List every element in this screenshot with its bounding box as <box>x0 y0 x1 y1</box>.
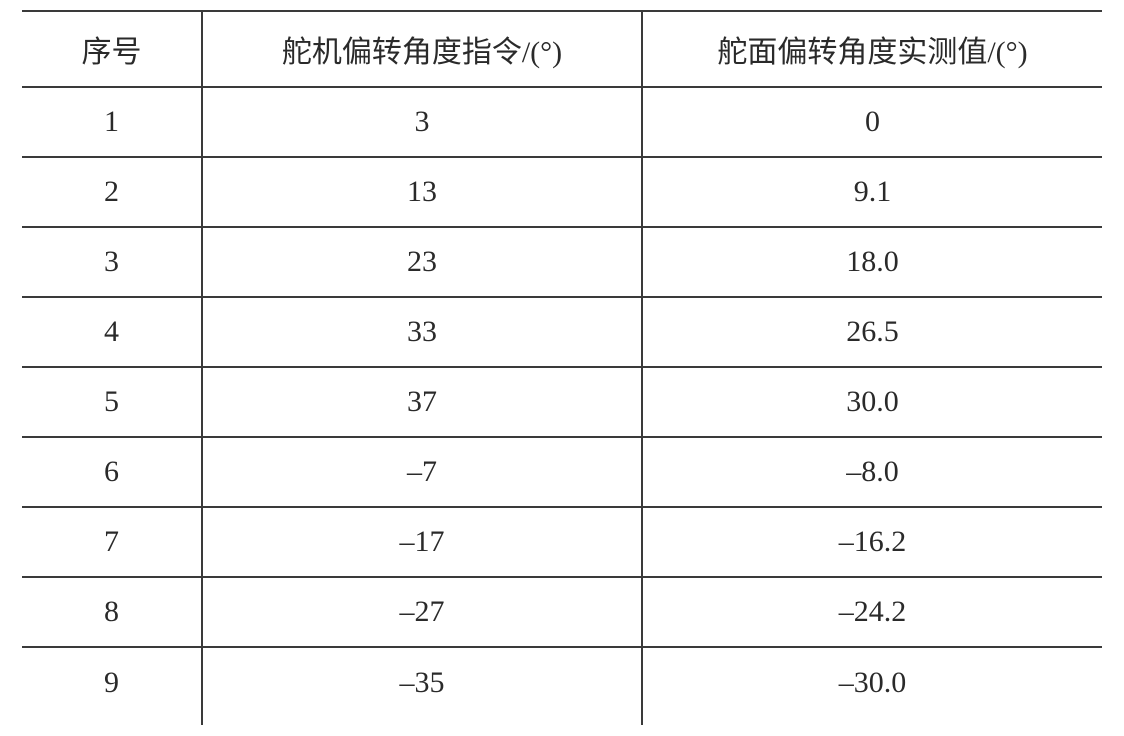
cell-sequence: 2 <box>22 157 202 227</box>
table-row: 1 3 0 <box>22 87 1102 157</box>
cell-sequence: 3 <box>22 227 202 297</box>
cell-measured: 18.0 <box>642 227 1102 297</box>
cell-command: 23 <box>202 227 642 297</box>
header-command-angle: 舵机偏转角度指令/(°) <box>202 11 642 87</box>
cell-measured: 0 <box>642 87 1102 157</box>
table-row: 3 23 18.0 <box>22 227 1102 297</box>
cell-sequence: 7 <box>22 507 202 577</box>
cell-command: 3 <box>202 87 642 157</box>
header-sequence: 序号 <box>22 11 202 87</box>
cell-measured: –30.0 <box>642 647 1102 717</box>
cell-command: 13 <box>202 157 642 227</box>
table-row: 4 33 26.5 <box>22 297 1102 367</box>
cell-measured: –8.0 <box>642 437 1102 507</box>
data-table: 序号 舵机偏转角度指令/(°) 舵面偏转角度实测值/(°) 1 3 0 2 13… <box>22 10 1102 717</box>
cell-measured: 9.1 <box>642 157 1102 227</box>
cell-sequence: 8 <box>22 577 202 647</box>
table-row: 9 –35 –30.0 <box>22 647 1102 717</box>
table-row: 6 –7 –8.0 <box>22 437 1102 507</box>
cell-measured: –24.2 <box>642 577 1102 647</box>
table-row: 7 –17 –16.2 <box>22 507 1102 577</box>
cell-sequence: 6 <box>22 437 202 507</box>
cell-command: –17 <box>202 507 642 577</box>
cell-sequence: 5 <box>22 367 202 437</box>
table-row: 2 13 9.1 <box>22 157 1102 227</box>
cell-command: 37 <box>202 367 642 437</box>
cell-command: 33 <box>202 297 642 367</box>
table-row: 8 –27 –24.2 <box>22 577 1102 647</box>
cell-measured: –16.2 <box>642 507 1102 577</box>
cell-command: –7 <box>202 437 642 507</box>
cell-measured: 26.5 <box>642 297 1102 367</box>
cell-sequence: 9 <box>22 647 202 717</box>
cell-measured: 30.0 <box>642 367 1102 437</box>
cell-sequence: 1 <box>22 87 202 157</box>
cell-command: –27 <box>202 577 642 647</box>
cell-sequence: 4 <box>22 297 202 367</box>
table-row: 5 37 30.0 <box>22 367 1102 437</box>
table-header-row: 序号 舵机偏转角度指令/(°) 舵面偏转角度实测值/(°) <box>22 11 1102 87</box>
header-measured-angle: 舵面偏转角度实测值/(°) <box>642 11 1102 87</box>
cell-command: –35 <box>202 647 642 717</box>
